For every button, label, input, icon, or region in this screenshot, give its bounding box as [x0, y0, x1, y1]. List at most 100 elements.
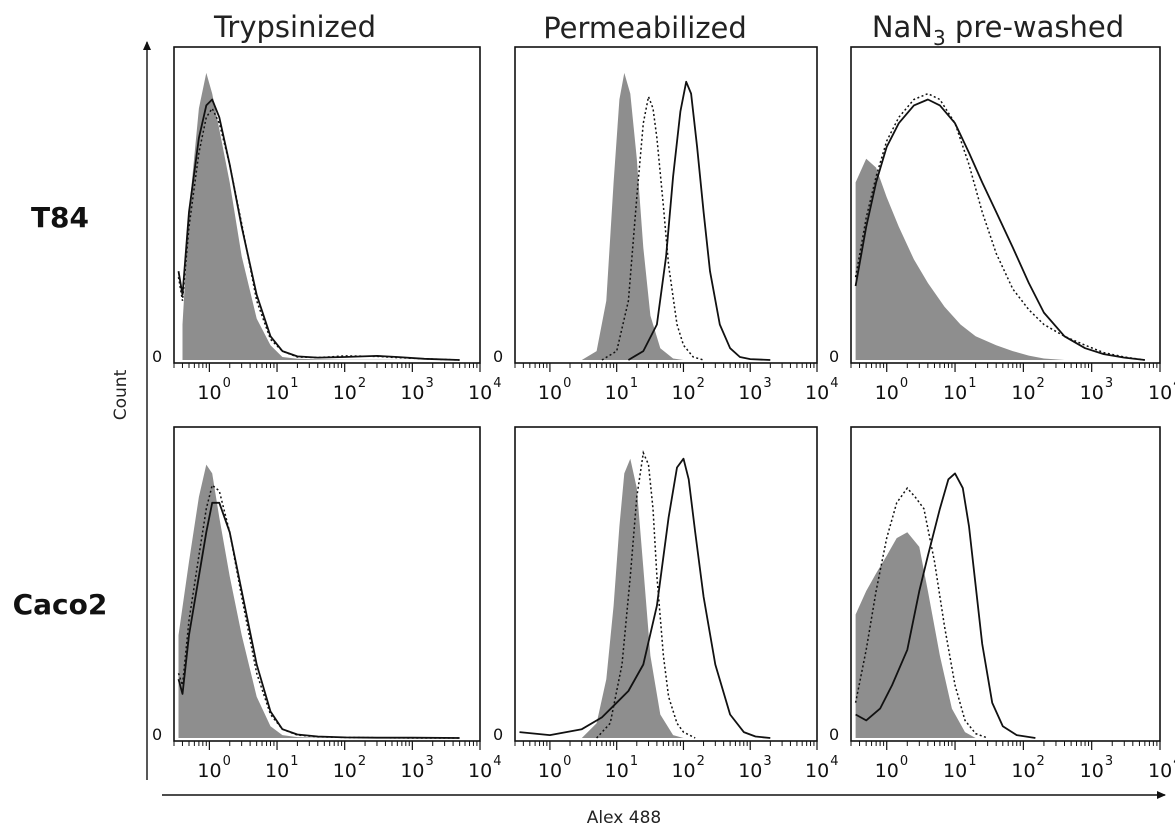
panel-frame — [173, 426, 481, 742]
x-tick-exponent: 3 — [1105, 754, 1113, 769]
col-title-nan3-prewashed: NaN3 pre-washed — [872, 10, 1124, 50]
x-tick-label: 103 — [1080, 376, 1113, 404]
y-tick-label: 0 — [152, 725, 162, 744]
y-tick-label: 0 — [152, 347, 162, 366]
histogram-solid — [627, 80, 771, 361]
x-tick-exponent: 3 — [763, 754, 771, 769]
x-tick-exponent: 1 — [630, 376, 638, 391]
x-tick-label: 100 — [197, 376, 230, 404]
x-tick-label: 104 — [1148, 376, 1175, 404]
panel-frame — [514, 426, 818, 742]
y-tick-label: 0 — [493, 347, 503, 366]
x-tick-exponent: 3 — [426, 754, 434, 769]
x-tick-label: 100 — [875, 754, 908, 782]
histogram-shaded — [182, 72, 460, 361]
x-tick-exponent: 1 — [968, 376, 976, 391]
x-tick-label: 104 — [805, 376, 838, 404]
histogram-shaded — [178, 464, 413, 738]
x-tick-label: 100 — [538, 376, 571, 404]
panel-frame — [850, 46, 1161, 364]
x-tick-exponent: 1 — [290, 754, 298, 769]
y-tick-label: 0 — [493, 725, 503, 744]
x-tick-label: 101 — [605, 376, 638, 404]
x-tick-label: 103 — [738, 754, 771, 782]
histogram-dotted — [596, 450, 696, 739]
x-axis-title: Alex 488 — [587, 808, 661, 828]
y-tick-label: 0 — [829, 725, 839, 744]
histogram-solid — [519, 457, 771, 739]
x-tick-exponent: 1 — [290, 376, 298, 391]
x-tick-label: 103 — [738, 376, 771, 404]
y-axis-title: Count — [111, 369, 131, 420]
x-tick-exponent: 4 — [830, 376, 838, 391]
x-tick-label: 102 — [1011, 754, 1044, 782]
x-tick-exponent: 2 — [1037, 754, 1045, 769]
x-tick-label: 102 — [1011, 376, 1044, 404]
histogram-shaded — [581, 72, 684, 361]
histogram-solid — [177, 98, 460, 361]
histogram-dotted — [854, 92, 1145, 361]
histogram-shaded — [855, 532, 976, 738]
histogram-shaded — [855, 158, 1065, 360]
y-tick-label: 0 — [829, 347, 839, 366]
x-tick-label: 104 — [468, 376, 501, 404]
x-tick-label: 100 — [538, 754, 571, 782]
x-tick-exponent: 3 — [426, 376, 434, 391]
x-tick-exponent: 0 — [563, 376, 571, 391]
x-tick-label: 100 — [875, 376, 908, 404]
x-tick-label: 102 — [671, 754, 704, 782]
panel-frame — [514, 46, 818, 364]
x-tick-exponent: 0 — [563, 754, 571, 769]
x-tick-exponent: 2 — [697, 376, 705, 391]
histogram-dotted — [601, 93, 704, 361]
x-tick-exponent: 0 — [900, 376, 908, 391]
col-title-permeabilized: Permeabilized — [543, 11, 747, 45]
x-tick-exponent: 1 — [630, 754, 638, 769]
x-tick-exponent: 3 — [1105, 376, 1113, 391]
x-tick-exponent: 2 — [358, 754, 366, 769]
x-tick-exponent: 4 — [493, 376, 501, 391]
x-tick-label: 103 — [400, 754, 433, 782]
x-tick-exponent: 4 — [830, 754, 838, 769]
histogram-dotted — [177, 106, 460, 361]
x-tick-label: 104 — [1148, 754, 1175, 782]
x-tick-label: 101 — [265, 376, 298, 404]
row-label-caco2: Caco2 — [13, 588, 108, 621]
x-tick-label: 103 — [1080, 754, 1113, 782]
histogram-solid — [854, 98, 1145, 361]
x-tick-label: 102 — [333, 376, 366, 404]
x-tick-label: 102 — [671, 376, 704, 404]
x-tick-label: 104 — [468, 754, 501, 782]
x-tick-label: 101 — [943, 376, 976, 404]
x-tick-exponent: 4 — [1173, 754, 1175, 769]
histogram-solid — [855, 472, 1036, 739]
x-tick-exponent: 2 — [1037, 376, 1045, 391]
subscript-3: 3 — [933, 26, 946, 50]
x-tick-exponent: 0 — [223, 754, 231, 769]
x-tick-label: 101 — [605, 754, 638, 782]
histogram-dotted — [854, 486, 988, 739]
x-tick-label: 101 — [265, 754, 298, 782]
x-tick-exponent: 2 — [358, 376, 366, 391]
histogram-shaded — [581, 458, 684, 738]
x-tick-exponent: 1 — [968, 754, 976, 769]
x-tick-exponent: 4 — [1173, 376, 1175, 391]
panel-t84-0: 0 100 101 102 1 0 3 104 — [152, 46, 501, 404]
x-tick-label: 102 — [333, 754, 366, 782]
panel-frame — [173, 46, 481, 364]
x-tick-exponent: 3 — [763, 376, 771, 391]
x-tick-label: 104 — [805, 754, 838, 782]
x-tick-exponent: 0 — [900, 754, 908, 769]
x-tick-label: 101 — [943, 754, 976, 782]
x-tick-label: 100 — [197, 754, 230, 782]
x-tick-exponent: 4 — [493, 754, 501, 769]
histogram-dotted — [177, 483, 460, 739]
row-label-t84: T84 — [31, 201, 89, 234]
